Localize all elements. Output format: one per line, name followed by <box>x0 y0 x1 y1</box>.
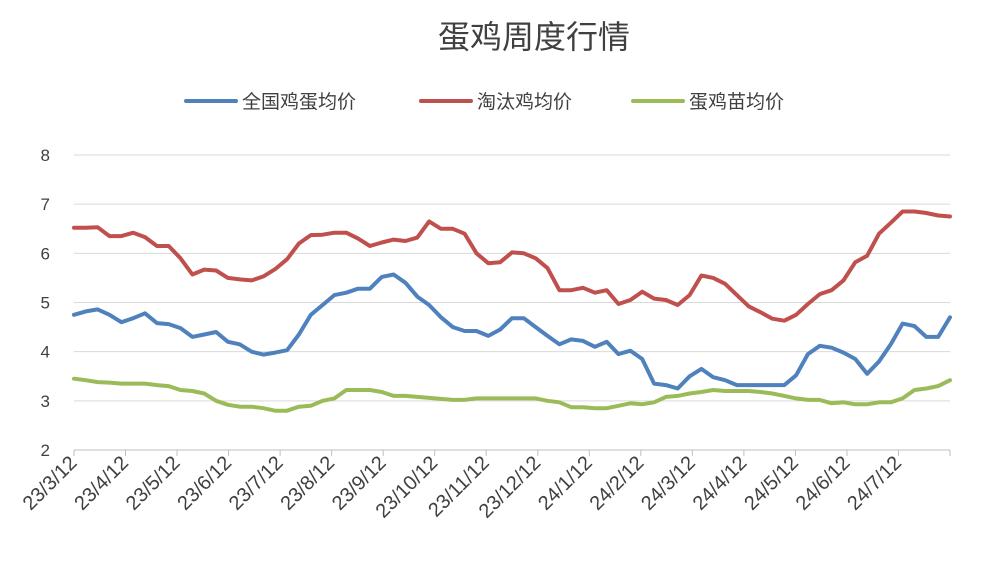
series-line-3 <box>72 376 952 413</box>
x-tick-label: 24/5/12 <box>740 452 803 515</box>
series-line-2 <box>72 209 952 323</box>
x-tick-label: 23/8/12 <box>276 452 339 515</box>
series-line-1 <box>72 272 952 391</box>
gridlines <box>74 154 950 451</box>
y-tick-label: 7 <box>41 195 50 214</box>
y-tick-label: 3 <box>41 392 50 411</box>
y-tick-label: 6 <box>41 244 50 263</box>
y-tick-label: 2 <box>41 441 50 460</box>
plot-area <box>72 209 952 413</box>
legend-label-1: 全国鸡蛋均价 <box>242 91 356 113</box>
x-tick-label: 23/7/12 <box>225 452 288 515</box>
chart-title: 蛋鸡周度行情 <box>438 18 630 56</box>
x-tick-label: 24/1/12 <box>534 452 597 515</box>
x-tick-label: 24/6/12 <box>792 452 855 515</box>
x-tick-label: 24/2/12 <box>586 452 649 515</box>
x-tick-label: 23/6/12 <box>173 452 236 515</box>
x-tick-label: 23/3/12 <box>19 452 82 515</box>
x-tick-label: 23/5/12 <box>122 452 185 515</box>
x-axis: 23/3/1223/4/1223/5/1223/6/1223/7/1223/8/… <box>19 450 951 523</box>
legend-label-2: 淘汰鸡均价 <box>477 91 572 113</box>
y-tick-label: 8 <box>41 146 50 165</box>
x-tick-label: 23/4/12 <box>70 452 133 515</box>
y-axis: 2 3 4 5 6 7 8 <box>41 146 50 460</box>
y-tick-label: 4 <box>41 343 50 362</box>
legend-label-3: 蛋鸡苗均价 <box>689 91 784 113</box>
chart-legend: 全国鸡蛋均价 淘汰鸡均价 蛋鸡苗均价 <box>184 91 784 113</box>
y-tick-label: 5 <box>41 294 50 313</box>
x-tick-label: 24/3/12 <box>637 452 700 515</box>
x-tick-label: 24/4/12 <box>689 452 752 515</box>
x-tick-label: 24/7/12 <box>843 452 906 515</box>
